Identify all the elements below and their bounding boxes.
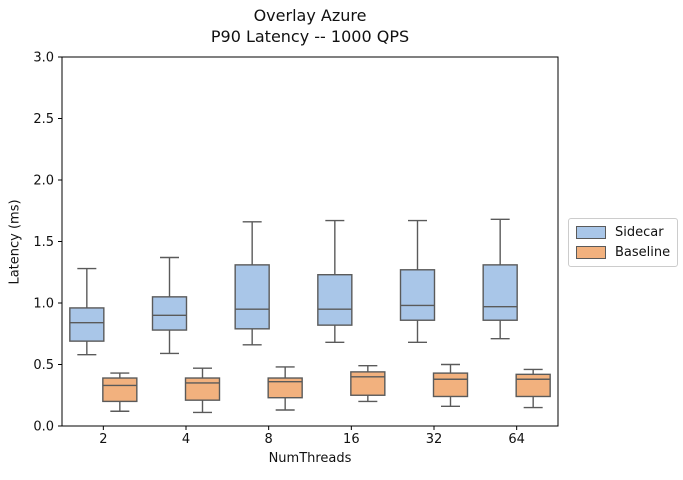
chart-title: Overlay Azure P90 Latency -- 1000 QPS: [62, 5, 558, 47]
plot-border: [61, 56, 559, 427]
box-sidecar-32: [399, 219, 436, 344]
y-tick-label: 0.5: [33, 358, 54, 373]
sidecar-swatch-icon: [576, 226, 606, 239]
y-tick-label: 0.0: [33, 420, 54, 435]
y-tick-label: 2.5: [33, 112, 54, 127]
y-tick-label: 2.0: [33, 174, 54, 189]
y-tick-label: 3.0: [33, 51, 54, 66]
y-tick-label: 1.0: [33, 297, 54, 312]
legend-label-baseline: Baseline: [615, 245, 671, 260]
chart-title-line1: Overlay Azure: [253, 6, 367, 25]
box-sidecar-2: [69, 267, 105, 356]
y-tick-label: 1.5: [33, 235, 54, 250]
box-baseline-4: [184, 367, 221, 414]
legend-item-baseline: Baseline: [576, 245, 670, 260]
box-baseline-16: [350, 365, 386, 403]
box-sidecar-8: [234, 221, 270, 346]
box-sidecar-64: [482, 218, 518, 340]
x-tick-label: 64: [508, 432, 525, 447]
box-baseline-2: [102, 372, 138, 412]
legend-item-sidecar: Sidecar: [576, 225, 670, 240]
box-baseline-8: [267, 366, 303, 411]
x-tick-label: 32: [426, 432, 443, 447]
box-baseline-32: [432, 363, 469, 408]
x-tick-label: 4: [182, 432, 190, 447]
x-tick-label: 2: [99, 432, 107, 447]
legend: Sidecar Baseline: [568, 218, 678, 267]
x-tick-label: 8: [265, 432, 273, 447]
box-sidecar-16: [317, 219, 353, 344]
x-tick-label: 16: [343, 432, 360, 447]
box-sidecar-4: [151, 256, 188, 355]
box-baseline-64: [515, 368, 551, 409]
legend-label-sidecar: Sidecar: [615, 225, 664, 240]
x-axis-label: NumThreads: [268, 451, 352, 466]
chart-title-line2: P90 Latency -- 1000 QPS: [210, 27, 410, 46]
baseline-swatch-icon: [576, 246, 606, 259]
